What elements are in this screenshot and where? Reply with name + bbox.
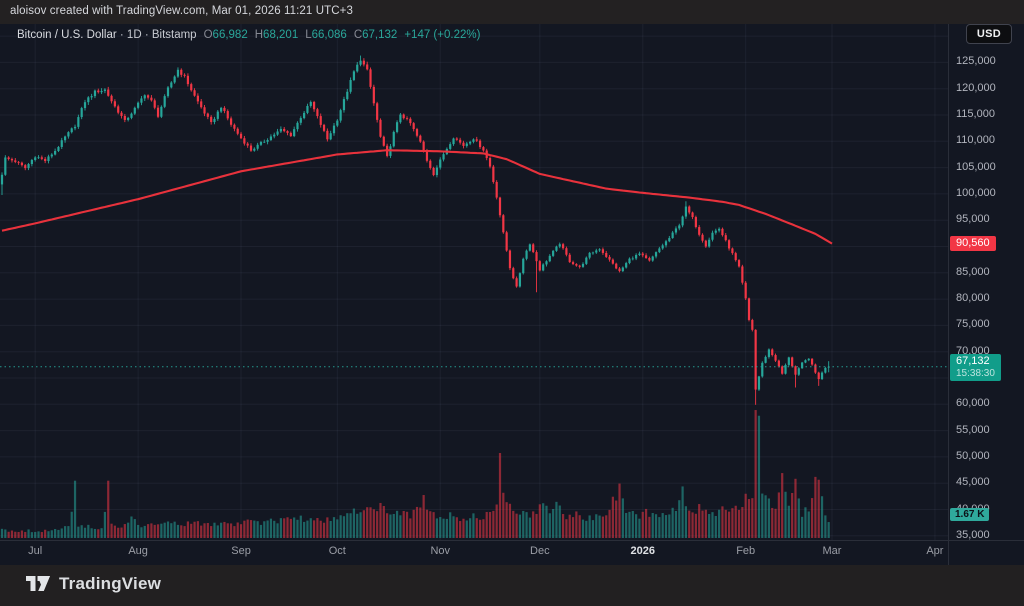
price-tick-label: 50,000 (956, 449, 990, 462)
tradingview-logo[interactable]: TradingView (26, 574, 161, 594)
ohlc-value: 66,086 (311, 29, 347, 41)
price-tick-label: 125,000 (956, 55, 996, 68)
time-tick-label: Apr (926, 545, 944, 557)
price-tick-label: 45,000 (956, 476, 990, 489)
price-tick-label: 95,000 (956, 213, 990, 226)
price-tick-label: 120,000 (956, 81, 996, 94)
symbol-title: Bitcoin / U.S. Dollar (17, 29, 117, 41)
price-tick-label: 100,000 (956, 186, 996, 199)
tradingview-logo-icon (26, 576, 50, 591)
time-tick-label: Sep (231, 545, 251, 557)
price-tick-label: 55,000 (956, 423, 990, 436)
chart-widget: Bitcoin / U.S. Dollar · 1D · Bitstamp O66… (0, 24, 1024, 565)
price-tick-label: 85,000 (956, 265, 990, 278)
grid-lines (0, 24, 948, 540)
tradingview-footer: TradingView (0, 565, 1024, 606)
volume-value-label: 1.67 K (950, 508, 990, 522)
currency-toggle-button[interactable]: USD (965, 24, 1012, 44)
price-tick-label: 60,000 (956, 397, 990, 410)
price-tick-label: 75,000 (956, 318, 990, 331)
time-tick-label: 2026 (630, 545, 655, 557)
ohlc-values: O66,982 H68,201 L66,086 C67,132 (197, 29, 398, 41)
ohlc-letter: O (203, 29, 213, 41)
time-tick-label: Feb (736, 545, 756, 557)
time-tick-label: Oct (328, 545, 346, 557)
symbol-meta: · 1D · Bitstamp (116, 29, 197, 41)
ohlc-value: 66,982 (212, 29, 248, 41)
price-tick-label: 115,000 (956, 108, 995, 120)
symbol-legend: Bitcoin / U.S. Dollar · 1D · Bitstamp O66… (17, 29, 480, 41)
ohlc-letter: L (305, 29, 312, 41)
price-change: +147 (+0.22%) (404, 29, 481, 41)
candlesticks (0, 55, 830, 405)
time-tick-label: Aug (128, 545, 148, 557)
bar-countdown: 15:38:30 (956, 367, 995, 379)
time-tick-label: Jul (28, 545, 43, 557)
ohlc-letter: H (254, 29, 264, 41)
ohlc-letter: C (353, 29, 363, 41)
price-tick-label: 105,000 (956, 160, 996, 173)
time-tick-label: Mar (822, 545, 842, 557)
ohlc-value: 67,132 (362, 29, 398, 41)
ma-line (1, 149, 833, 245)
price-tick-label: 80,000 (956, 292, 990, 305)
ma-price-label: 90,560 (950, 235, 996, 251)
tradingview-wordmark: TradingView (59, 574, 162, 593)
ohlc-value: 68,201 (263, 29, 299, 41)
attribution-bar: aloisov created with TradingView.com, Ma… (0, 0, 1024, 24)
time-tick-label: Dec (530, 545, 550, 557)
volume-bars (0, 410, 830, 538)
last-price-value: 67,132 (956, 354, 990, 367)
price-tick-label: 35,000 (956, 528, 990, 541)
main-chart-canvas[interactable] (0, 24, 1024, 565)
attribution-text: aloisov created with TradingView.com, Ma… (10, 5, 353, 17)
price-tick-label: 110,000 (956, 134, 995, 147)
price-tick-label: 70,000 (956, 344, 990, 357)
last-price-label: 67,132 15:38:30 (950, 353, 1001, 381)
time-tick-label: Nov (430, 545, 451, 557)
